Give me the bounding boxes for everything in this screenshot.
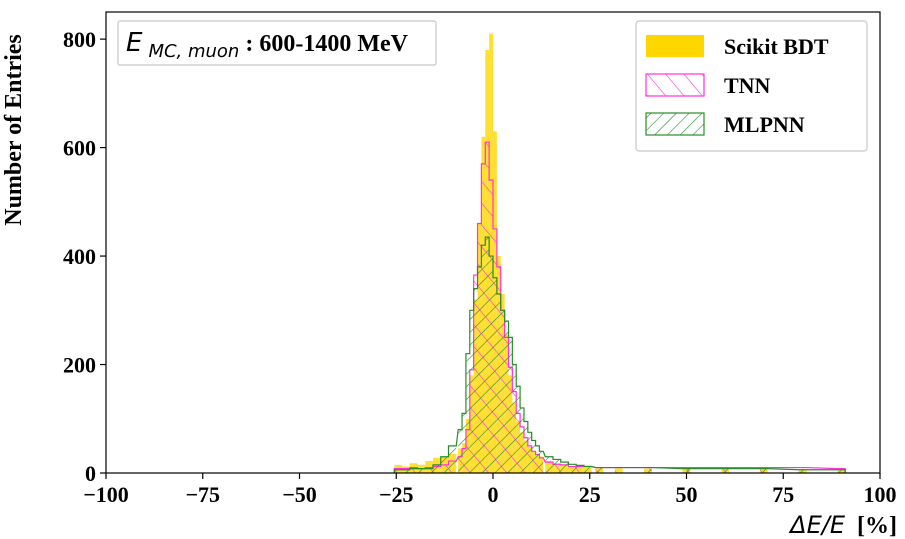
bin-bar [469, 310, 474, 473]
bin-bar [485, 237, 490, 473]
series-layer [393, 33, 846, 473]
legend-label-tnn: TNN [724, 73, 771, 98]
x-tick-label: 100 [864, 482, 897, 507]
bin-bar [643, 467, 652, 473]
bin-bar [837, 469, 846, 473]
x-tick-label: 50 [676, 482, 698, 507]
bin-bar [496, 294, 501, 473]
bin-bar [535, 445, 540, 473]
bin-bar [682, 468, 691, 473]
y-tick-label: 0 [85, 461, 96, 486]
x-tick-label: −25 [379, 482, 414, 507]
bin-bar [512, 364, 517, 473]
annotation-frame [117, 20, 437, 66]
x-tick-label: −100 [83, 482, 129, 507]
y-tick-label: 200 [63, 353, 96, 378]
bin-bar [508, 337, 513, 473]
bin-bar [465, 353, 470, 473]
bin-bar [552, 459, 561, 473]
bin-bar [760, 468, 768, 473]
bin-bar [523, 421, 528, 473]
legend-swatch-tnn [645, 73, 705, 97]
x-tick-label: 0 [488, 482, 499, 507]
bin-bar [493, 277, 497, 473]
bin-bar [462, 413, 466, 473]
y-axis-label: Number of Entries [1, 34, 27, 226]
legend-swatch-scikit-bdt [646, 35, 704, 57]
annotation-math: E [126, 28, 143, 58]
bin-bar [433, 464, 441, 473]
annotation-subscript: MC, muon [148, 41, 239, 62]
bin-bar [504, 321, 509, 473]
bin-bar [489, 256, 493, 473]
bin-bar [417, 468, 426, 473]
bin-bar [583, 466, 592, 473]
annotation-text: E MC, muon : 600-1400 MeV [126, 28, 409, 63]
bin-bar [721, 468, 730, 473]
y-tick-label: 600 [63, 136, 96, 161]
y-tick-label: 400 [63, 244, 96, 269]
legend-label-scikit-bdt: Scikit BDT [724, 34, 829, 59]
bin-bar [576, 465, 584, 473]
bin-bar [560, 462, 569, 473]
x-tick-label: 25 [579, 482, 601, 507]
series-outline [393, 236, 846, 473]
bin-bar [425, 468, 434, 473]
bin-bar [531, 440, 536, 473]
series-mlpnn [393, 236, 846, 473]
bin-bar [614, 467, 623, 473]
bin-bar [539, 451, 544, 473]
bin-bar [595, 467, 604, 473]
bin-bar [402, 469, 410, 473]
bin-bar [500, 310, 505, 473]
annotation-energy-range: : 600-1400 MeV [245, 31, 408, 57]
bin-bar [516, 386, 521, 473]
x-axis-label-unit: [%] [857, 513, 897, 539]
x-tick-label: −50 [282, 482, 317, 507]
bin-bar [527, 432, 532, 473]
bin-bar [545, 456, 553, 473]
x-axis: −100 −75 −50 −25 0 25 50 75 100 [83, 473, 897, 507]
bin-bar [394, 469, 403, 473]
y-tick-label: 800 [63, 27, 96, 52]
annotation-box: E MC, muon : 600-1400 MeV [117, 20, 437, 66]
x-tick-label: 75 [772, 482, 794, 507]
bin-bar [440, 456, 449, 473]
bin-bar [798, 469, 807, 473]
y-axis: 0 200 400 600 800 [63, 27, 106, 486]
legend: Scikit BDT TNN MLPNN [635, 20, 868, 152]
bin-bar [448, 445, 457, 473]
bin-bar [520, 407, 524, 473]
legend-label-mlpnn: MLPNN [724, 112, 805, 137]
x-tick-label: −75 [185, 482, 220, 507]
bin-bar [568, 464, 577, 473]
x-axis-label: ΔE/E [%] [788, 511, 897, 539]
bin-bar [473, 288, 478, 473]
bin-bar [477, 266, 482, 473]
legend-swatch-mlpnn [645, 112, 705, 136]
bin-bar [481, 245, 486, 473]
bin-bar [409, 468, 418, 473]
bin-bar [458, 429, 463, 473]
x-axis-label-math: ΔE/E [788, 511, 846, 539]
